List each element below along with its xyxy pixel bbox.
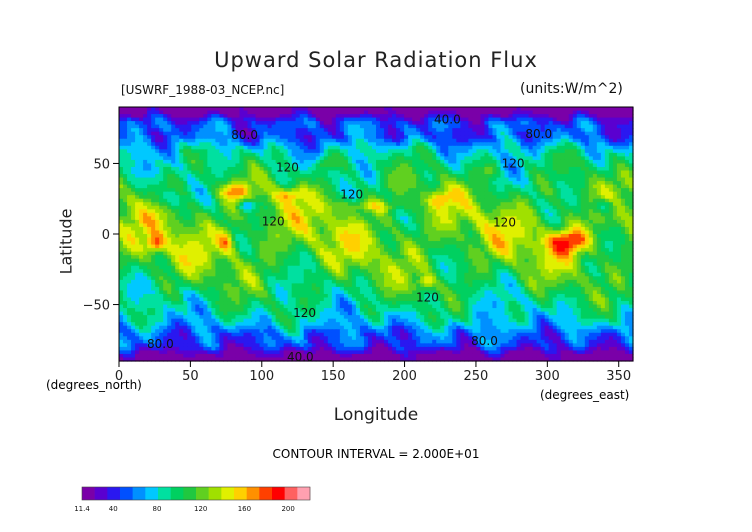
colorbar-swatch <box>94 487 108 500</box>
x-tick-label: 50 <box>182 369 199 384</box>
colorbar-swatch <box>145 487 159 500</box>
contour-interval-label: CONTOUR INTERVAL = 2.000E+01 <box>272 447 480 461</box>
contour-label: 120 <box>502 156 525 170</box>
contour-label: 120 <box>416 291 439 305</box>
colorbar-swatch <box>284 487 298 500</box>
contour-label: 80.0 <box>147 337 174 351</box>
colorbar-tick-label: 200 <box>281 505 294 513</box>
x-tick-label: 200 <box>392 369 417 384</box>
colorbar-swatch <box>221 487 235 500</box>
contour-label: 120 <box>293 306 316 320</box>
colorbar-swatch <box>158 487 171 500</box>
colorbar-swatch <box>120 487 133 500</box>
x-tick-label: 350 <box>606 369 631 384</box>
colorbar-swatch <box>183 487 197 500</box>
colorbar-tick-label: 11.4 <box>74 505 90 513</box>
units-label: (units:W/m^2) <box>520 81 623 97</box>
contour-label: 80.0 <box>231 128 258 142</box>
contour-field <box>119 107 634 362</box>
file-label: [USWRF_1988-03_NCEP.nc] <box>121 83 285 97</box>
x-tick-label: 300 <box>535 369 560 384</box>
colorbar-swatch <box>208 487 222 500</box>
colorbar-frame <box>81 486 311 501</box>
y-tick-label: 50 <box>93 157 110 172</box>
colorbar-swatch <box>107 487 121 500</box>
colorbar-swatch <box>132 487 146 500</box>
colorbar-swatch <box>196 487 209 500</box>
y-tick-label: −50 <box>83 299 110 314</box>
x-tick-label: 0 <box>115 369 123 384</box>
x-unit-label: (degrees_east) <box>540 388 630 402</box>
colorbar-tick-label: 120 <box>194 505 207 513</box>
colorbar-swatch <box>297 487 311 500</box>
colorbar-tick-label: 160 <box>238 505 251 513</box>
contour-label: 80.0 <box>525 127 552 141</box>
x-tick-label: 250 <box>464 369 489 384</box>
colorbar-tick-label: 40 <box>109 505 118 513</box>
x-tick-label: 100 <box>249 369 274 384</box>
contour-label: 120 <box>493 216 516 230</box>
y-unit-label: (degrees_north) <box>46 378 142 392</box>
contour-label: 40.0 <box>287 350 314 364</box>
chart-title: Upward Solar Radiation Flux <box>214 48 538 72</box>
colorbar-swatch <box>272 487 285 500</box>
colorbar-swatch <box>246 487 260 500</box>
x-axis-label: Longitude <box>333 405 419 425</box>
colorbar-swatch <box>234 487 247 500</box>
contour-label: 80.0 <box>471 334 498 348</box>
colorbar-tick-label: 80 <box>153 505 162 513</box>
colorbar-swatch <box>170 487 184 500</box>
colorbar-swatch <box>82 487 95 500</box>
x-tick-label: 150 <box>321 369 346 384</box>
contour-label: 120 <box>276 161 299 175</box>
y-tick-label: 0 <box>102 228 110 243</box>
contour-label: 40.0 <box>434 113 461 127</box>
contour-label: 120 <box>262 214 285 228</box>
colorbar-swatch <box>259 487 273 500</box>
contour-label: 120 <box>340 187 363 201</box>
